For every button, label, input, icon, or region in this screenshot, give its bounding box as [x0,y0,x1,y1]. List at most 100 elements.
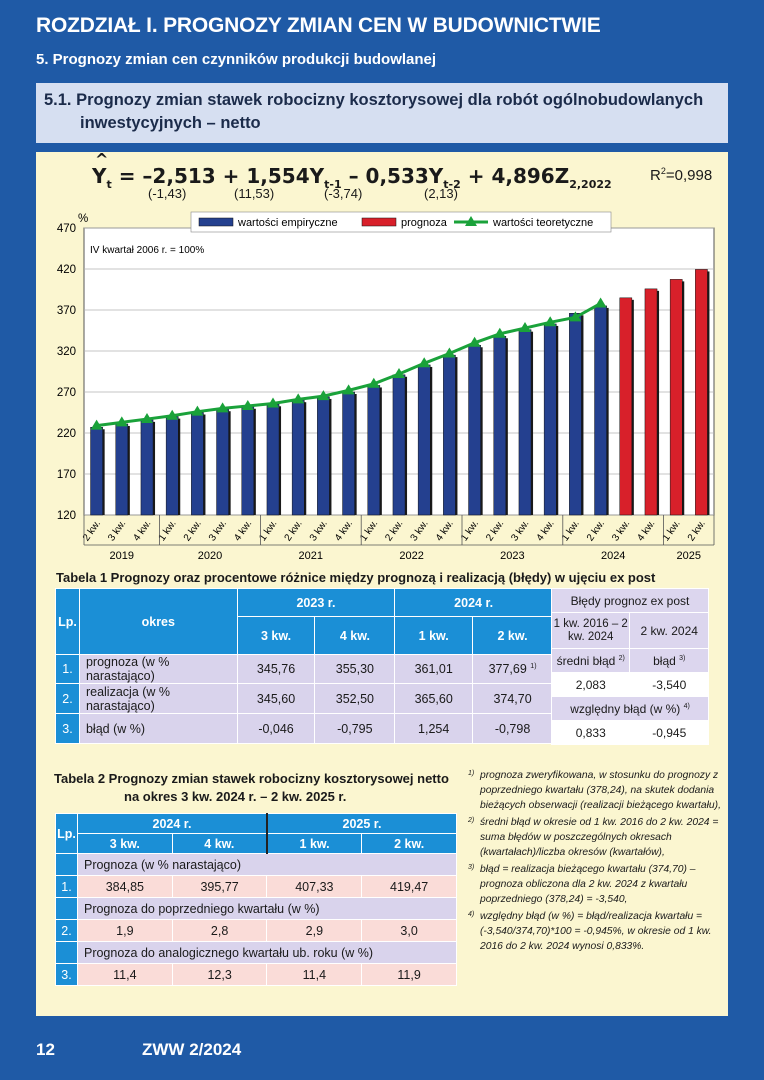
year-label: 2019 [110,550,134,562]
x-tick-label: 4 kw. [635,518,657,543]
y-tick-label: 420 [57,264,76,276]
bar-forecast [619,297,633,516]
bar-empirical [216,408,229,516]
subsection-title-line2: inwestycyjnych – netto [80,114,261,132]
table-row: 2. realizacja (w % narastająco) 345,60 3… [55,683,553,714]
table1-period-header: okres [78,588,238,655]
bar-forecast [644,288,658,516]
point-theoretical [493,327,506,338]
year-label: 2021 [299,550,323,562]
footnotes: 1) prognoza zweryfikowana, w stosunku do … [468,768,723,956]
publication-name: ZWW 2/2024 [142,1040,242,1059]
table1: Lp. okres 2023 r. 2024 r. 3 kw. 4 kw. 1 … [55,588,553,744]
page-number: 12 [36,1040,55,1059]
year-label: 2025 [677,550,701,562]
x-tick-label: 2 kw. [686,518,708,543]
legend-swatch-forecast [361,217,397,227]
chart-svg: 120 170 220 270 320 370 420 470% IV kwartał 2006… [57,211,715,562]
x-tick-label: 2 kw. [283,518,305,543]
y-tick-label: 120 [57,510,76,522]
bar-empirical [317,396,330,516]
bar-empirical [291,399,305,516]
bar-empirical [468,345,481,516]
table-row: 1. prognoza (w % narastająco) 345,76 355… [55,654,553,684]
point-theoretical [544,316,557,327]
table-row: 1. 384,85 395,77 407,33 419,47 [55,875,457,898]
point-theoretical [418,357,431,368]
bar-empirical [140,419,154,516]
point-theoretical [443,347,456,358]
point-theoretical [367,377,380,388]
bar-empirical [165,416,179,516]
legend-swatch-empirical [198,217,234,227]
x-tick-label: 3 kw. [308,518,330,543]
table-row: 3. błąd (w %) -0,046 -0,795 1,254 -0,798 [55,713,553,744]
bar-empirical [266,404,280,516]
year-label: 2023 [500,550,524,562]
x-tick-label: 4 kw. [333,518,355,543]
point-theoretical [241,399,254,410]
coef-t-stat-2: (11,53) [234,186,275,201]
point-theoretical [393,367,405,378]
point-theoretical [342,384,355,395]
y-tick-label: 470 [57,223,76,235]
point-theoretical [468,336,481,347]
table1-col-header: 4 kw. [314,616,396,655]
bar-empirical [518,329,532,516]
x-tick-label: 4 kw. [232,518,254,543]
table1-year1-header: 2023 r. [236,588,396,617]
coef-t-stat-1: (-1,43) [148,186,187,201]
point-theoretical [90,419,103,430]
table1-year2-header: 2024 r. [394,588,553,617]
x-tick-label: 4 kw. [535,518,557,543]
footnote: 1) prognoza zweryfikowana, w stosunku do … [468,770,721,811]
x-tick-label: 3 kw. [610,518,632,543]
coef-t-stat-4: (2,13) [424,186,458,201]
table2-title: Tabela 2 Prognozy zmian stawek robocizny… [54,771,449,804]
r-squared: R2=0,998 [650,166,713,184]
bar-empirical [342,391,355,516]
section-title: 5. Prognozy zmian cen czynników produkcj… [36,51,437,68]
point-theoretical [216,402,229,413]
content-panel: ^ Yt = –2,513 + 1,554Yt-1 – 0,533Yt-2 + 4… [36,150,728,1016]
point-theoretical [317,390,330,401]
point-theoretical [594,297,607,308]
legend-label: prognoza [401,217,448,229]
bar-empirical [191,412,204,516]
bar-forecast [669,279,683,516]
table1-title: Tabela 1 Prognozy oraz procentowe różnic… [56,570,656,585]
legend-label: wartości empiryczne [237,217,338,229]
chart-annotation: IV kwartał 2006 r. = 100% [90,245,204,256]
x-tick-label: 4 kw. [434,518,456,543]
subsection-title-line1: 5.1. Prognozy zmian stawek robocizny kos… [44,91,704,109]
bar-empirical [543,323,557,516]
point-theoretical [141,413,153,424]
bar-empirical [443,354,456,516]
x-tick-label: 3 kw. [207,518,229,543]
y-axis-label: % [78,213,88,225]
point-theoretical [267,397,279,408]
year-label: 2020 [198,550,222,562]
bar-empirical [569,313,582,516]
bar-empirical [241,406,255,516]
x-tick-label: 4 kw. [131,518,153,543]
ex-post-errors-table: Błędy prognoz ex post 1 kw. 2016 – 2 kw.… [550,588,709,745]
bar-empirical [115,423,129,516]
x-tick-label: 2 kw. [383,518,405,543]
point-theoretical [519,322,531,333]
year-label: 2022 [399,550,423,562]
bar-empirical [367,385,381,516]
x-tick-label: 3 kw. [106,518,128,543]
bar-forecast [695,269,708,516]
table1-col-header: 3 kw. [236,616,316,655]
subsection-box: 5.1. Prognozy zmian stawek robocizny kos… [36,83,728,143]
legend-label: wartości teoretyczne [492,217,593,229]
footnote: 4) względny błąd (w %) = błąd/realizacja … [468,911,712,952]
bar-empirical [392,374,406,516]
legend-box [190,211,612,233]
regression-formula: ^ Yt = –2,513 + 1,554Yt-1 – 0,533Yt-2 + 4… [92,150,612,191]
legend-marker-theoretical [465,216,477,226]
y-tick-label: 370 [57,305,76,317]
x-tick-label: 2 kw. [484,518,506,543]
point-theoretical [569,311,582,322]
